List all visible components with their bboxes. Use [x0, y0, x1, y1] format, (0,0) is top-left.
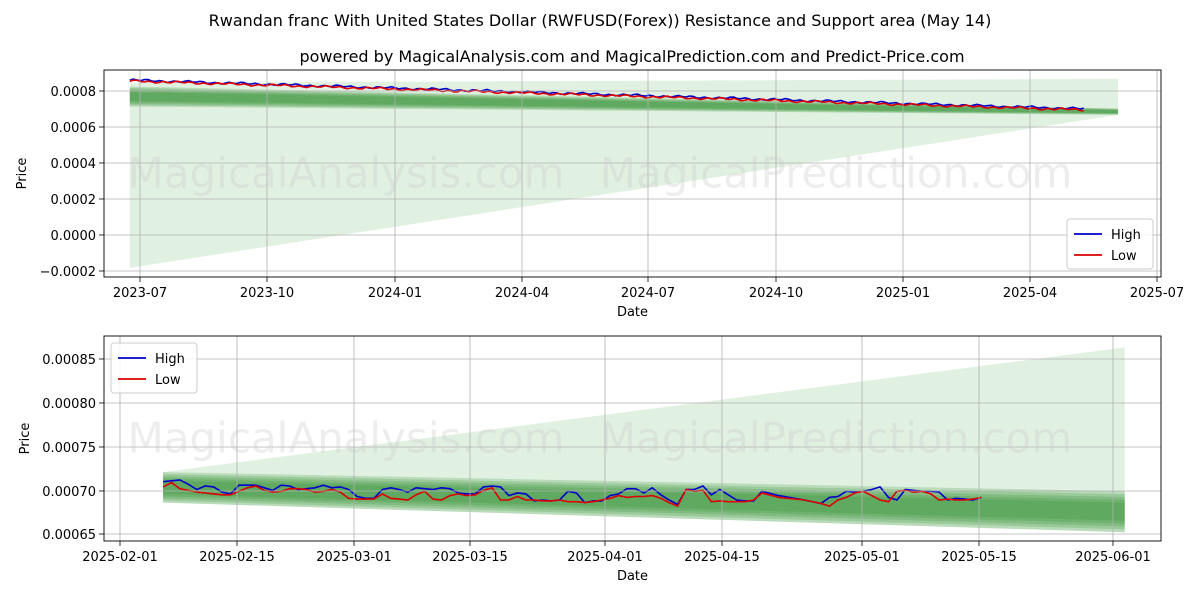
x-tick-label: 2025-04	[1003, 286, 1057, 301]
watermark-text: MagicalPrediction.com	[600, 149, 1073, 198]
support-resistance-band	[129, 90, 1119, 114]
chart-subtitle: powered by MagicalAnalysis.com and Magic…	[299, 47, 964, 66]
x-tick-label: 2023-07	[113, 286, 167, 301]
legend: High Low	[110, 342, 198, 394]
legend-label: Low	[1111, 249, 1137, 264]
y-tick-label: 0.0004	[51, 157, 97, 172]
x-axis-label: Date	[617, 569, 648, 584]
axes-frame	[103, 69, 1162, 278]
x-axis-label: Date	[617, 305, 648, 320]
x-tick-label: 2024-07	[621, 286, 675, 301]
support-resistance-band	[129, 92, 1119, 114]
watermark-text: MagicalPrediction.com	[600, 414, 1073, 463]
y-axis-label: Price	[18, 423, 33, 455]
x-tick-label: 2025-04-01	[567, 550, 643, 565]
support-resistance-band	[129, 86, 1119, 115]
legend-label: Low	[155, 373, 181, 388]
axes-frame	[103, 335, 1162, 542]
low-series-line	[162, 481, 982, 508]
legend-label: High	[155, 352, 185, 367]
y-tick-label: 0.0000	[51, 229, 97, 244]
x-tick-label: 2025-05-01	[824, 550, 900, 565]
x-tick-label: 2023-10	[240, 286, 294, 301]
watermark-text: MagicalAnalysis.com	[128, 414, 565, 463]
x-tick-label: 2024-04	[495, 286, 549, 301]
y-tick-label: −0.0002	[40, 265, 96, 280]
low-series-line	[129, 79, 1084, 112]
plot-area	[129, 78, 1119, 268]
x-tick-label: 2025-03-15	[432, 550, 508, 565]
watermark-text: MagicalAnalysis.com	[128, 149, 565, 198]
x-tick-label: 2025-02-01	[82, 550, 158, 565]
support-resistance-band	[129, 89, 1119, 114]
x-tick-label: 2025-01	[876, 286, 930, 301]
top-chart-panel: 2023-07 2023-10 2024-01 2024-04 2024-07 2024-…	[15, 69, 1184, 320]
bottom-chart-panel: 2025-02-01 2025-02-15 2025-03-01 2025-03-15…	[18, 335, 1162, 584]
y-tick-label: 0.00085	[42, 353, 96, 368]
x-tick-label: 2025-03-01	[316, 550, 392, 565]
chart-title: Rwandan franc With United States Dollar …	[209, 11, 992, 30]
x-tick-label: 2025-04-15	[684, 550, 760, 565]
legend-label: High	[1111, 228, 1141, 243]
support-resistance-band	[163, 476, 1125, 527]
x-tick-label: 2025-07	[1130, 286, 1184, 301]
prediction-fan	[129, 78, 1119, 268]
support-resistance-band	[129, 87, 1119, 115]
y-tick-label: 0.00065	[42, 528, 96, 543]
x-tick-label: 2025-05-15	[941, 550, 1017, 565]
prediction-fan	[163, 347, 1125, 533]
y-tick-label: 0.00080	[42, 397, 96, 412]
support-resistance-band	[163, 474, 1125, 530]
y-tick-label: 0.00070	[42, 485, 96, 500]
support-resistance-band	[163, 472, 1125, 533]
legend-box	[110, 342, 198, 394]
y-tick-label: 0.0008	[51, 85, 97, 100]
legend-box	[1066, 218, 1154, 270]
support-resistance-band	[163, 478, 1125, 524]
y-axis-label: Price	[15, 158, 30, 190]
x-tick-label: 2024-01	[368, 286, 422, 301]
y-tick-label: 0.0006	[51, 121, 97, 136]
plot-area	[162, 347, 1125, 533]
x-tick-label: 2024-10	[749, 286, 803, 301]
x-tick-label: 2025-06-01	[1075, 550, 1151, 565]
y-tick-label: 0.00075	[42, 441, 96, 456]
y-tick-label: 0.0002	[51, 193, 97, 208]
x-tick-label: 2025-02-15	[199, 550, 275, 565]
legend: High Low	[1066, 218, 1154, 270]
